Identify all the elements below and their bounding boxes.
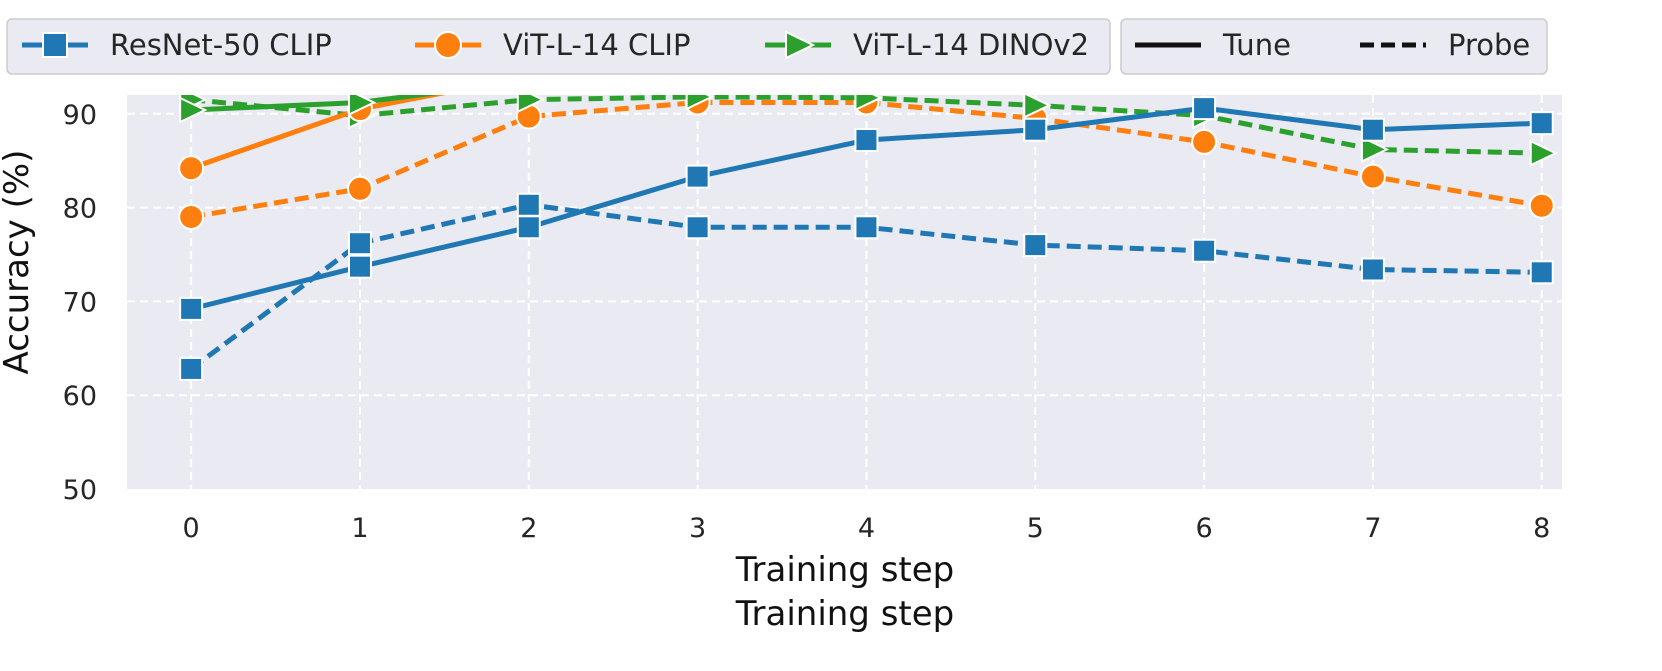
x-axis-label: Training step <box>735 550 955 590</box>
y-tick-label: 90 <box>63 100 97 131</box>
legend-marker <box>785 30 816 60</box>
legend-item: ResNet-50 CLIP <box>22 28 332 62</box>
x-tick-label: 8 <box>1533 513 1550 544</box>
x-tick-label: 7 <box>1364 513 1381 544</box>
data-point <box>1023 117 1048 142</box>
data-point <box>854 128 879 153</box>
data-point <box>347 231 372 256</box>
legend-label: ViT-L-14 CLIP <box>503 28 690 62</box>
data-point <box>1529 111 1554 136</box>
x-tick-labels: 0 1 2 3 4 5 6 7 8 <box>183 513 1551 544</box>
data-point <box>178 155 205 182</box>
data-point <box>347 95 377 117</box>
data-point <box>346 175 373 202</box>
data-point <box>178 203 205 230</box>
data-point <box>179 356 204 381</box>
legend-marker <box>42 32 68 58</box>
legend-label: Tune <box>1222 28 1291 62</box>
data-point <box>516 192 541 217</box>
series-resnet-50-clip-tune <box>179 96 1554 321</box>
data-point <box>1529 260 1554 285</box>
data-point <box>685 95 714 111</box>
data-point <box>1529 139 1559 167</box>
data-point <box>1359 163 1386 190</box>
legend-modes-frame <box>1120 18 1548 75</box>
x-tick-label: 3 <box>689 513 706 544</box>
series-layer <box>178 95 1559 381</box>
y-tick-label: 80 <box>63 194 97 225</box>
legend-label: Probe <box>1448 28 1530 62</box>
x-tick-label: 4 <box>858 513 875 544</box>
data-point <box>516 215 541 240</box>
data-point <box>1360 135 1390 163</box>
legend-item: ViT-L-14 CLIP <box>415 28 690 62</box>
data-point <box>179 96 208 124</box>
legend-item: Tune <box>1135 28 1291 62</box>
series-resnet-50-clip-probe <box>179 192 1554 381</box>
y-tick-label: 50 <box>63 475 97 506</box>
x-tick-label: 0 <box>183 513 200 544</box>
legend-item: Probe <box>1360 28 1530 62</box>
legend-label: ResNet-50 CLIP <box>110 28 332 62</box>
data-point <box>1360 257 1385 282</box>
legend-modes: Tune Probe <box>1120 18 1548 75</box>
legend-models: ResNet-50 CLIP ViT-L-14 CLIP ViT-L-14 DINO… <box>6 18 1111 75</box>
plot-background <box>127 95 1562 489</box>
legend-item: ViT-L-14 DINOv2 <box>765 28 1089 62</box>
x-tick-label: 6 <box>1196 513 1213 544</box>
data-point <box>1191 128 1218 155</box>
data-point <box>1023 95 1052 119</box>
y-axis-label: Accuracy (%) <box>0 150 37 375</box>
x-axis-label-repeat: Training step <box>735 594 955 634</box>
legend-label: ViT-L-14 DINOv2 <box>853 28 1089 62</box>
data-point <box>1528 192 1555 219</box>
y-tick-label: 60 <box>63 381 97 412</box>
data-point <box>179 296 204 321</box>
x-tick-label: 2 <box>520 513 537 544</box>
data-point <box>685 215 710 240</box>
legend-models-frame <box>6 18 1111 75</box>
data-point <box>516 95 546 114</box>
series-line <box>190 95 446 171</box>
data-point <box>347 254 372 279</box>
y-tick-label: 70 <box>63 287 97 318</box>
data-point <box>1192 96 1217 121</box>
series-line <box>191 95 439 113</box>
data-point <box>1192 238 1217 263</box>
data-point <box>1360 117 1385 142</box>
legend-marker <box>434 31 462 59</box>
data-point <box>685 164 710 189</box>
x-tick-label: 1 <box>351 513 368 544</box>
series-vit-l-14-dinov2-tune <box>179 95 439 124</box>
data-point <box>854 95 883 112</box>
data-point <box>854 215 879 240</box>
y-tick-labels: 50 60 70 80 90 <box>63 100 97 506</box>
x-tick-label: 5 <box>1027 513 1044 544</box>
data-point <box>1023 233 1048 258</box>
